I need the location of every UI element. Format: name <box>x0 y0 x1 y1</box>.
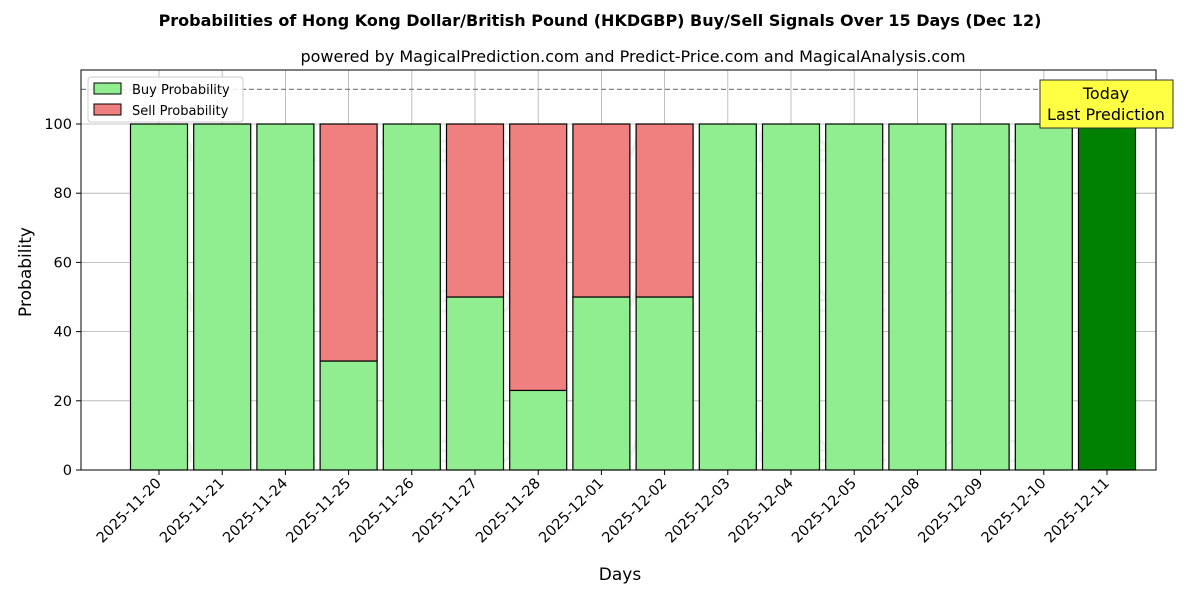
x-tick-label: 2025-12-09 <box>916 476 987 547</box>
bar-sell <box>509 123 568 392</box>
x-tick-label: 2025-11-26 <box>347 476 418 547</box>
legend: Buy Probability Sell Probability <box>87 76 244 123</box>
annotation-box <box>1039 79 1174 129</box>
bar-buy <box>1014 123 1073 471</box>
y-tick-label: 40 <box>54 325 72 341</box>
x-tick-label: 2025-12-08 <box>852 476 923 547</box>
bar-buy <box>951 123 1010 471</box>
bar-sell <box>635 123 694 298</box>
x-tick-label: 2025-12-11 <box>1042 476 1113 547</box>
bar-buy <box>382 123 441 471</box>
legend-swatch-sell <box>93 103 122 116</box>
bar-sell <box>572 123 631 298</box>
plot-frame <box>80 69 1157 471</box>
y-tick-label: 100 <box>44 117 72 133</box>
x-axis-label: Days <box>599 565 642 585</box>
bar-buy <box>825 123 884 471</box>
x-tick-label: 2025-12-03 <box>663 476 734 547</box>
bar-buy <box>509 389 568 471</box>
chart-title: Probabilities of Hong Kong Dollar/Britis… <box>159 11 1042 30</box>
y-axis-label: Probability <box>16 227 36 317</box>
legend-box <box>87 76 244 123</box>
x-tick-label: 2025-11-24 <box>220 476 291 547</box>
x-tick-label: 2025-11-21 <box>157 476 228 547</box>
legend-label-sell: Sell Probability <box>132 104 229 119</box>
bar-sell <box>319 123 378 362</box>
bar-buy <box>445 296 505 471</box>
x-tick-label: 2025-12-05 <box>789 476 860 547</box>
bars <box>129 123 1137 471</box>
y-tick-label: 80 <box>54 186 72 202</box>
x-axis: 2025-11-202025-11-212025-11-242025-11-25… <box>94 470 1113 546</box>
annotation-line1: Today <box>1082 84 1129 103</box>
x-tick-label: 2025-11-27 <box>410 476 481 547</box>
bar-buy <box>129 123 189 471</box>
chart-subtitle: powered by MagicalPrediction.com and Pre… <box>300 47 965 66</box>
bar-buy <box>635 296 694 471</box>
x-tick-label: 2025-12-02 <box>600 476 671 547</box>
x-tick-label: 2025-11-28 <box>473 476 544 547</box>
bar-buy <box>698 123 757 471</box>
bar-buy <box>319 360 378 471</box>
bar-buy <box>572 296 631 471</box>
y-tick-label: 60 <box>54 255 72 271</box>
bar-buy <box>193 123 252 471</box>
bar-buy <box>256 123 315 471</box>
x-tick-label: 2025-12-10 <box>979 476 1050 547</box>
today-annotation: Today Last Prediction <box>1039 79 1174 129</box>
bar-buy <box>1077 123 1137 471</box>
bar-sell <box>445 123 505 298</box>
bar-buy <box>888 123 947 471</box>
x-tick-label: 2025-12-01 <box>536 476 607 547</box>
legend-swatch-buy <box>93 82 122 95</box>
y-tick-label: 0 <box>63 463 72 479</box>
legend-label-buy: Buy Probability <box>132 83 230 98</box>
x-tick-label: 2025-11-25 <box>284 476 355 547</box>
x-tick-label: 2025-11-20 <box>94 476 165 547</box>
annotation-line2: Last Prediction <box>1047 105 1165 124</box>
bar-buy <box>761 123 821 471</box>
x-tick-label: 2025-12-04 <box>726 476 797 547</box>
y-tick-label: 20 <box>54 394 72 410</box>
y-axis: 0 20 40 60 80 100 <box>44 117 81 479</box>
